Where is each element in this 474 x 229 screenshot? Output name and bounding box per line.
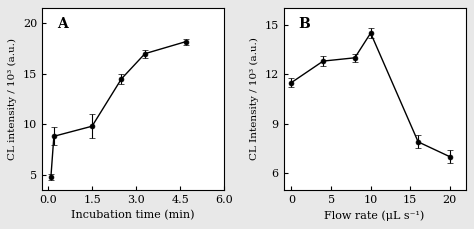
X-axis label: Flow rate (μL s⁻¹): Flow rate (μL s⁻¹) — [325, 210, 425, 221]
X-axis label: Incubation time (min): Incubation time (min) — [72, 210, 195, 221]
Y-axis label: CL Intensity / 10³ (a.u.): CL Intensity / 10³ (a.u.) — [250, 38, 259, 161]
Y-axis label: CL intensity / 10³ (a.u.): CL intensity / 10³ (a.u.) — [9, 38, 18, 160]
Text: B: B — [298, 17, 310, 31]
Text: A: A — [57, 17, 67, 31]
